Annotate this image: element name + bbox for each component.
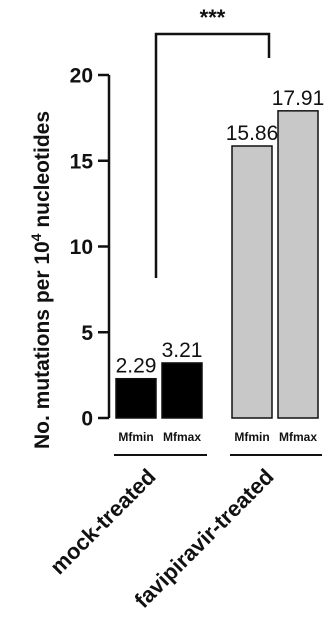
data-label: 3.21 [162,339,203,362]
y-axis-title-superscript: 4 [28,233,44,241]
bar-favipiravir-treated-mfmax [277,110,319,419]
data-label: 2.29 [116,355,157,378]
significance-line [154,32,271,278]
bar-category-label: Mfmin [234,430,269,444]
data-label: 17.91 [272,87,325,110]
y-tick-label: 10 [70,236,93,259]
bar-favipiravir-treated-mfmin [231,145,273,419]
y-axis-title: No. mutations per 104 nucleotides [28,111,54,449]
y-axis-ticks: 0 5 10 15 20 [70,65,109,431]
y-tick-label: 20 [70,65,93,88]
group-label-mock-treated: mock-treated [45,464,160,579]
bar-category-label: Mfmax [279,430,317,444]
bars: 2.29 Mfmin 3.21 Mfmax 15.86 Mfmin 17.91 Mfmax [115,87,325,444]
y-tick-label: 15 [70,150,94,173]
significance-stars: *** [200,5,226,30]
data-label: 15.86 [226,122,279,145]
bar-category-label: Mfmin [118,430,153,444]
bar-mock-treated-mfmin [115,377,157,419]
significance-bracket: *** [154,5,271,278]
y-tick-label: 0 [81,408,93,431]
bar-mock-treated-mfmax [161,362,203,419]
bar-category-label: Mfmax [163,430,201,444]
y-axis-title-prefix: No. mutations per 10 [31,241,54,449]
y-axis-title-suffix: nucleotides [31,111,54,234]
y-tick-label: 5 [81,322,93,345]
